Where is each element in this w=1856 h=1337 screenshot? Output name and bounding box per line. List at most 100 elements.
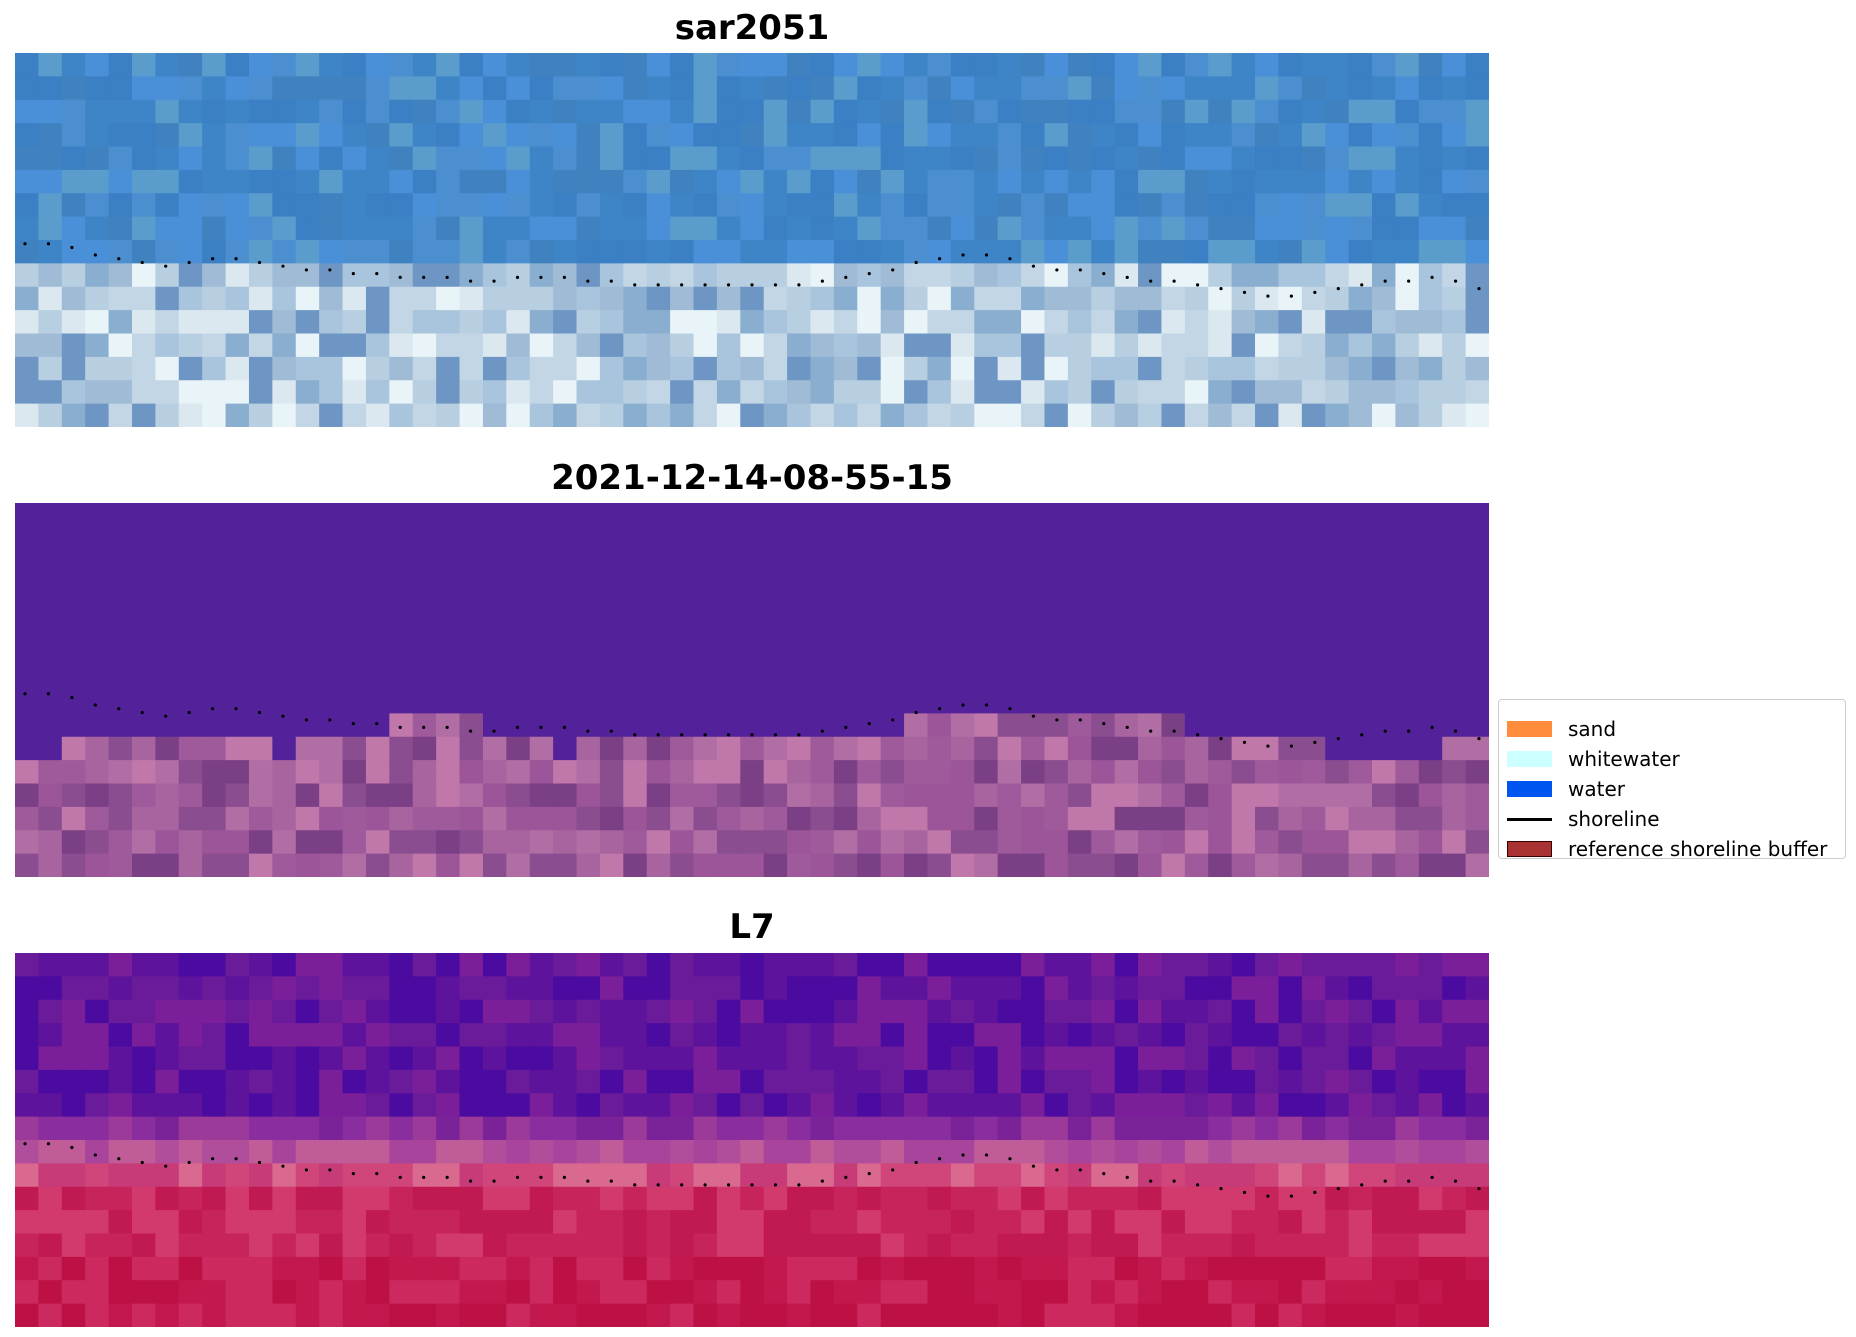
shoreline-point xyxy=(773,283,778,287)
class-cell xyxy=(225,760,250,785)
pixel-cell xyxy=(178,216,203,241)
index-cell xyxy=(1465,1280,1489,1305)
shoreline-point xyxy=(164,1164,168,1168)
index-cell xyxy=(1184,1256,1209,1281)
pixel-cell xyxy=(131,286,156,311)
pixel-cell xyxy=(225,263,250,288)
class-cell xyxy=(295,806,320,831)
index-cell xyxy=(295,976,320,1001)
index-cell xyxy=(1465,1069,1489,1094)
index-cell xyxy=(693,1023,718,1048)
shoreline-point xyxy=(1336,737,1340,741)
index-cell xyxy=(716,1023,741,1048)
class-cell xyxy=(810,573,835,598)
class-cell xyxy=(1301,549,1326,574)
pixel-cell xyxy=(553,240,578,264)
pixel-cell xyxy=(529,193,554,218)
index-cell xyxy=(787,1280,812,1305)
index-cell xyxy=(974,1186,999,1211)
shoreline-point xyxy=(140,260,144,265)
index-cell xyxy=(1255,1093,1280,1118)
index-cell xyxy=(108,1046,133,1071)
index-cell xyxy=(1138,1093,1163,1118)
class-cell xyxy=(857,690,882,714)
pixel-cell xyxy=(810,123,835,148)
index-cell xyxy=(1067,999,1092,1024)
class-cell xyxy=(365,783,390,808)
class-cell xyxy=(1161,643,1186,668)
class-cell xyxy=(365,760,390,785)
class-cell xyxy=(880,713,905,738)
class-cell xyxy=(1372,783,1397,808)
class-cell xyxy=(1184,736,1209,761)
index-cell xyxy=(459,976,484,1001)
index-cell xyxy=(1372,1233,1397,1258)
index-cell xyxy=(1067,1163,1092,1188)
index-cell xyxy=(716,1303,741,1327)
pixel-cell xyxy=(1278,76,1303,101)
pixel-cell xyxy=(670,240,695,264)
pixel-cell xyxy=(1348,403,1373,427)
pixel-cell xyxy=(15,310,39,335)
pixel-cell xyxy=(1372,123,1397,148)
pixel-cell xyxy=(553,380,578,405)
index-cell xyxy=(1044,999,1069,1024)
class-cell xyxy=(599,713,624,738)
class-cell xyxy=(1067,526,1092,551)
pixel-cell xyxy=(1348,146,1373,171)
pixel-cell xyxy=(646,169,671,194)
class-cell xyxy=(1325,549,1350,574)
shoreline-point xyxy=(867,722,871,726)
pixel-cell xyxy=(272,99,297,124)
index-cell xyxy=(623,1069,648,1094)
pixel-cell xyxy=(389,403,414,427)
class-cell xyxy=(974,619,999,644)
pixel-cell xyxy=(1348,216,1373,241)
pixel-cell xyxy=(974,216,999,241)
class-cell xyxy=(1021,806,1046,831)
pixel-cell xyxy=(459,146,484,171)
class-cell xyxy=(904,830,929,855)
pixel-cell xyxy=(389,263,414,288)
shoreline-point xyxy=(46,692,51,696)
pixel-cell xyxy=(319,403,344,427)
pixel-cell xyxy=(1301,403,1326,427)
class-cell xyxy=(833,549,858,574)
index-cell xyxy=(202,1186,227,1211)
class-cell xyxy=(576,503,601,527)
index-cell xyxy=(342,1069,367,1094)
index-cell xyxy=(506,976,531,1001)
index-cell xyxy=(1348,1256,1373,1281)
index-cell xyxy=(15,1256,39,1281)
index-cell xyxy=(61,1210,86,1235)
pixel-cell xyxy=(1021,53,1046,77)
index-cell xyxy=(295,1233,320,1258)
pixel-cell xyxy=(810,286,835,311)
class-cell xyxy=(833,783,858,808)
class-cell xyxy=(412,830,437,855)
class-cell xyxy=(1184,830,1209,855)
index-cell xyxy=(38,999,63,1024)
index-cell xyxy=(670,1093,695,1118)
index-cell xyxy=(225,1116,250,1141)
shoreline-point xyxy=(351,1172,355,1176)
class-cell xyxy=(740,736,765,761)
pixel-cell xyxy=(950,240,975,264)
pixel-cell xyxy=(1138,240,1163,264)
index-cell xyxy=(950,999,975,1024)
shoreline-point xyxy=(844,275,848,279)
pixel-cell xyxy=(1325,216,1350,241)
index-cell xyxy=(646,1046,671,1071)
index-cell xyxy=(880,1163,905,1188)
index-cell xyxy=(997,1233,1022,1258)
class-cell xyxy=(1208,526,1233,551)
index-cell xyxy=(15,1233,39,1258)
shoreline-point xyxy=(1219,737,1223,741)
index-cell xyxy=(810,1116,835,1141)
index-cell xyxy=(1418,1069,1443,1094)
index-cell xyxy=(178,1163,203,1188)
index-cell xyxy=(763,1093,788,1118)
pixel-cell xyxy=(365,146,390,171)
class-cell xyxy=(506,573,531,598)
index-cell xyxy=(880,1303,905,1327)
